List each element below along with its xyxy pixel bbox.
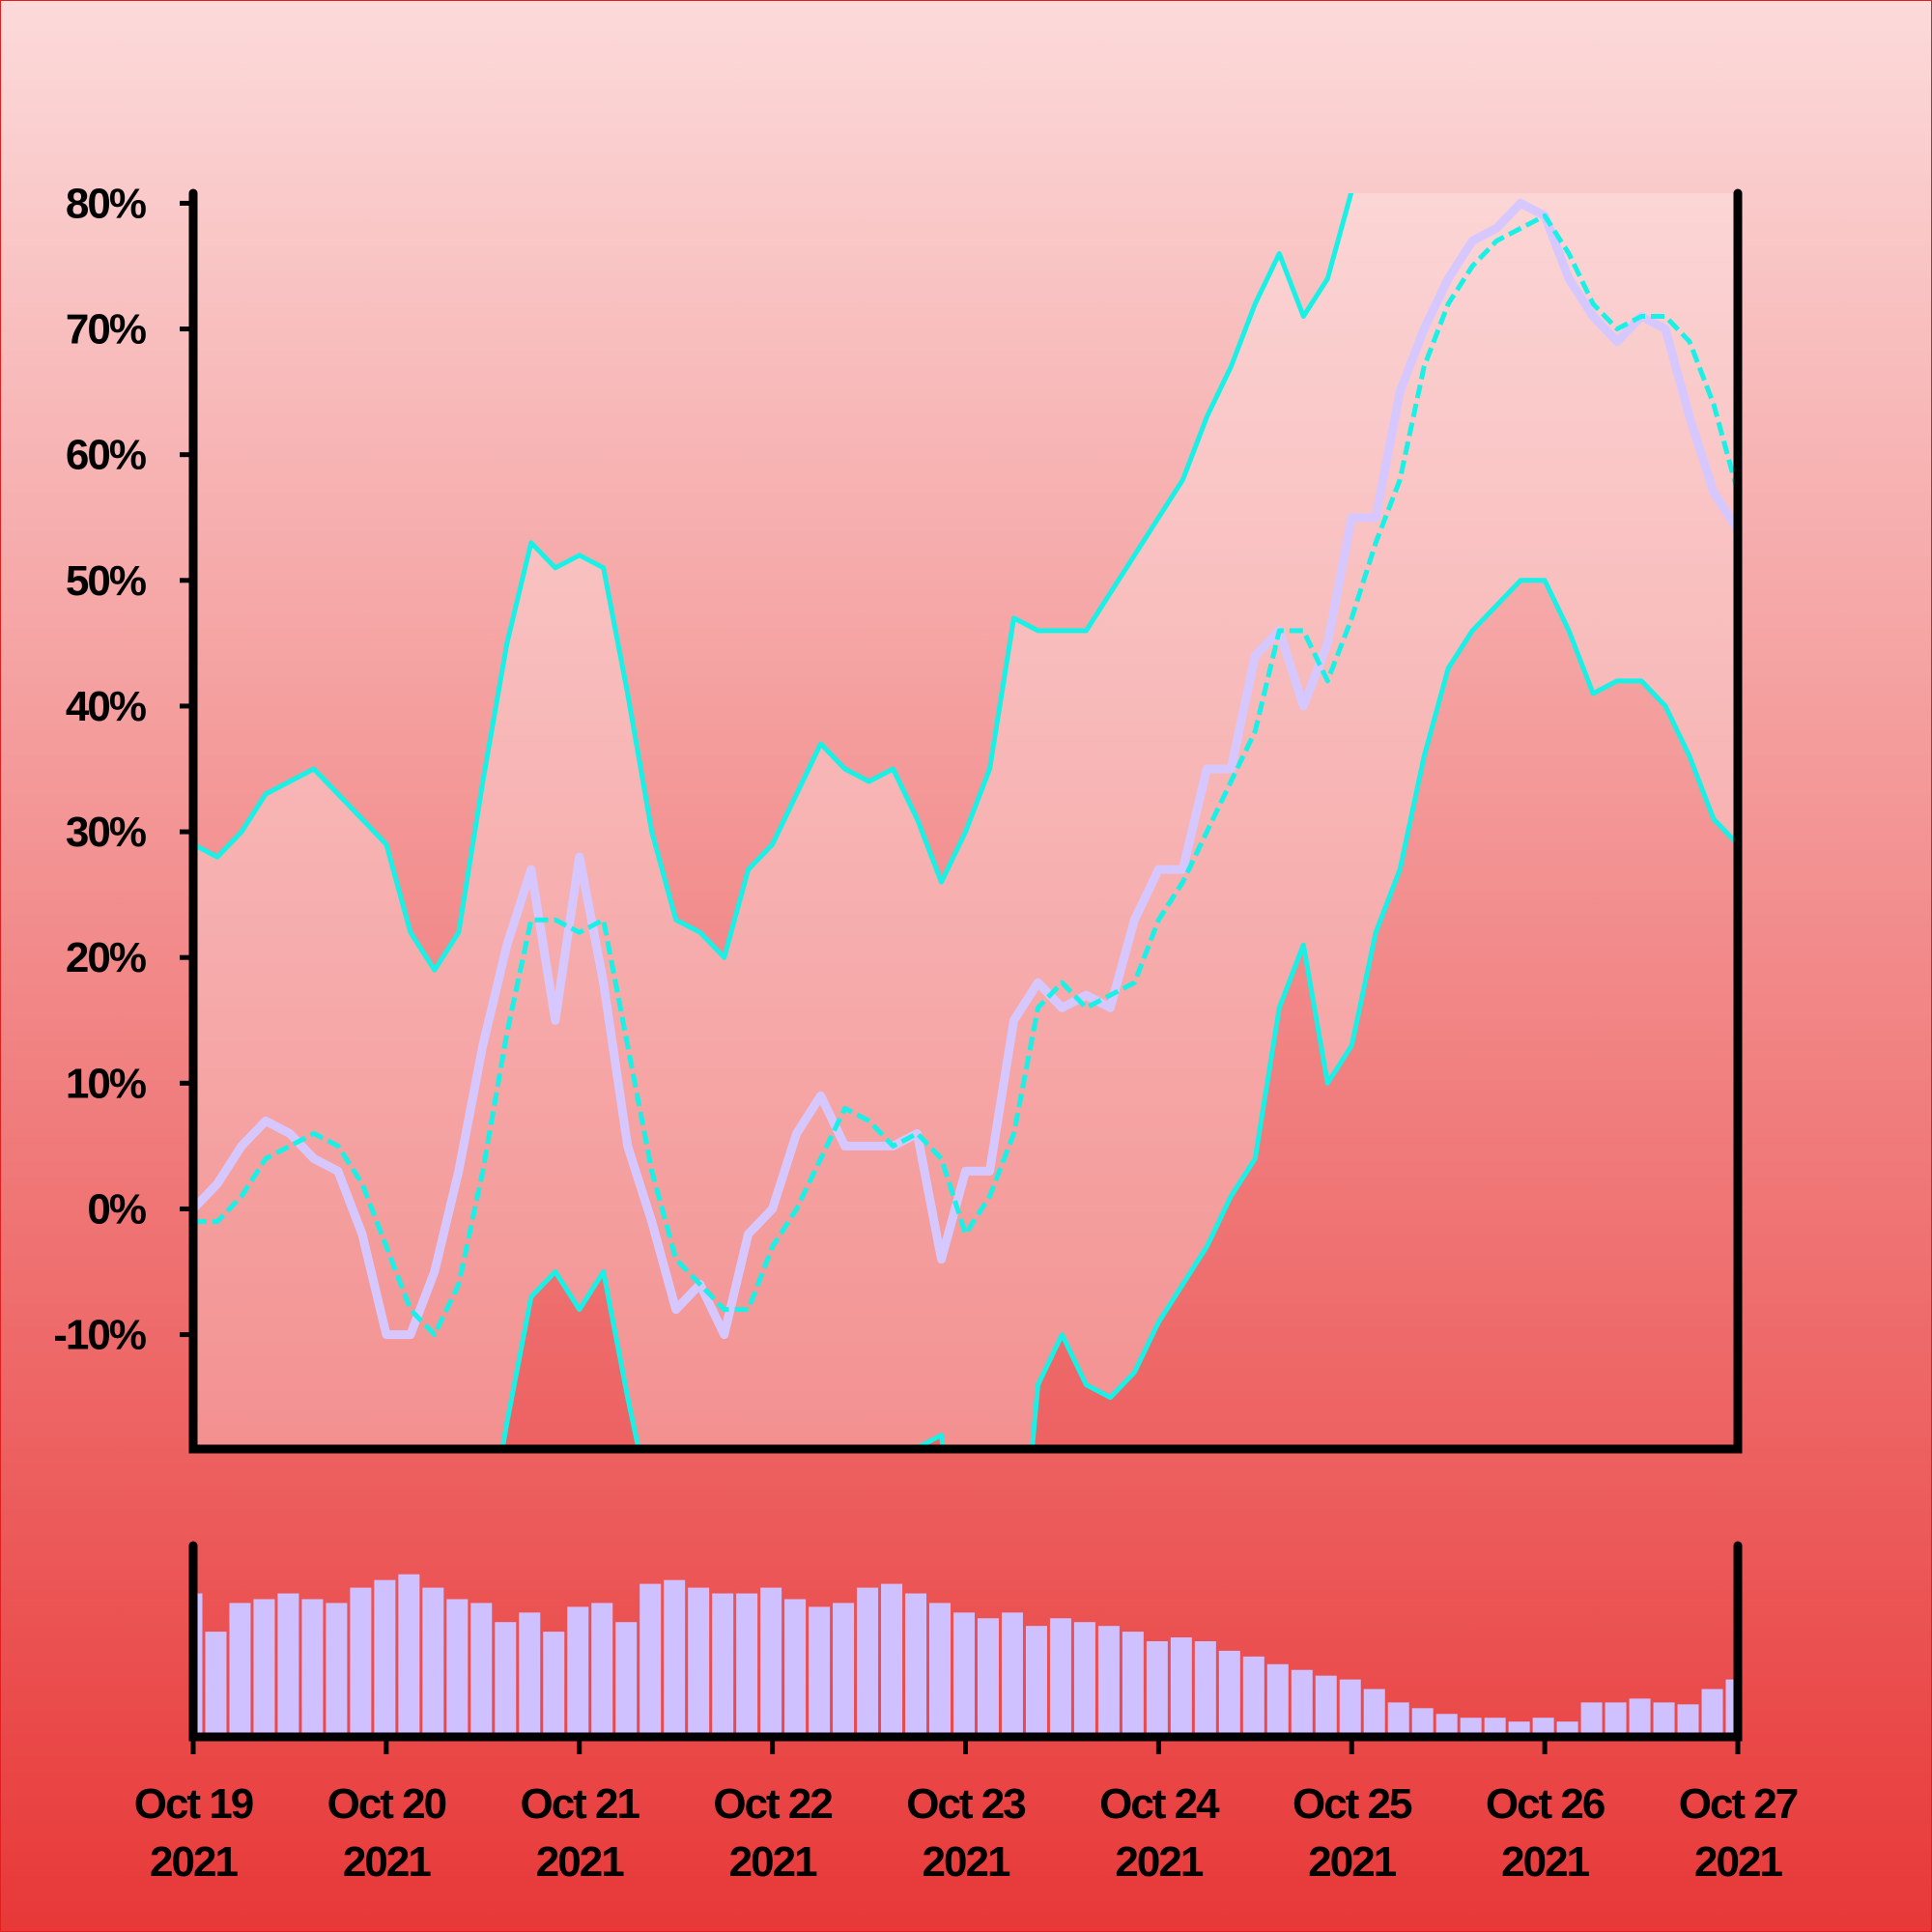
volume-bar [1435, 1714, 1458, 1737]
volume-bar [1242, 1656, 1264, 1737]
volume-bar [736, 1593, 758, 1737]
volume-bar [374, 1579, 396, 1737]
middle-band-line [193, 213, 1738, 1338]
volume-bar [1146, 1641, 1168, 1737]
y-tick-label: 70% [66, 306, 146, 354]
y-tick-label: 0% [87, 1185, 145, 1233]
x-tick-label: Oct 27 2021 [1679, 1780, 1798, 1886]
y-tick-label: -10% [53, 1312, 146, 1359]
x-tick-label: Oct 19 2021 [134, 1780, 253, 1886]
volume-bar [1460, 1718, 1482, 1737]
volume-bar [1218, 1650, 1240, 1737]
volume-bar [977, 1618, 999, 1737]
volume-bar [301, 1599, 324, 1737]
volume-bar [1001, 1612, 1023, 1737]
volume-bar [1411, 1708, 1434, 1737]
x-tick-label: Oct 21 2021 [520, 1780, 639, 1886]
volume-bar [205, 1632, 227, 1737]
x-tick-label: Oct 20 2021 [327, 1780, 446, 1886]
volume-bar [1315, 1675, 1337, 1737]
x-tick-label: Oct 24 2021 [1099, 1780, 1220, 1886]
volume-bar [1291, 1669, 1313, 1737]
volume-bar [639, 1583, 662, 1737]
plot-frame [188, 188, 1743, 1454]
volume-bar [519, 1612, 541, 1737]
volume-bar [350, 1587, 372, 1737]
y-tick-label: 10% [66, 1060, 146, 1107]
volume-bar [567, 1606, 589, 1737]
volume-bar [1677, 1704, 1699, 1737]
x-tick-label: Oct 26 2021 [1486, 1780, 1605, 1886]
volume-bar [326, 1603, 348, 1737]
x-tick-label: Oct 22 2021 [713, 1780, 832, 1886]
volume-bar [543, 1632, 565, 1737]
volume-bar [615, 1622, 638, 1737]
volume-bar [857, 1587, 879, 1737]
volume-bar [1025, 1626, 1047, 1737]
volume-bar [398, 1574, 420, 1737]
volume-bar [495, 1622, 517, 1737]
band-fill [193, 193, 1738, 1449]
volume-bar [881, 1583, 903, 1737]
volume-bar [784, 1599, 807, 1737]
axes: -10% 0% 10% 20% 30% 40% 50% 60% 70% 80% Oct 19 2021… [53, 180, 1800, 1886]
volume-bar [277, 1593, 299, 1737]
volume-bar [1339, 1679, 1361, 1737]
volume-bar [809, 1606, 831, 1737]
volume-bar [1073, 1622, 1095, 1737]
volume-bar [229, 1603, 251, 1737]
volume-bar [1580, 1702, 1603, 1737]
volume-bar [1266, 1663, 1289, 1737]
volume-bar [1484, 1718, 1506, 1737]
volume-bar [470, 1603, 493, 1737]
volume-bar [1387, 1702, 1409, 1737]
volume-bar [1725, 1679, 1735, 1737]
volume-bar [1122, 1632, 1144, 1737]
price-line [193, 198, 1738, 1340]
y-tick-label: 40% [66, 683, 146, 730]
y-tick-label: 50% [66, 557, 146, 605]
volume-bar [422, 1587, 444, 1737]
volume-bar [1653, 1702, 1675, 1737]
volume-bar [1532, 1718, 1554, 1737]
volume-bar [1605, 1702, 1627, 1737]
volume-bar [929, 1603, 952, 1737]
volume-bar [833, 1603, 855, 1737]
band-line [499, 578, 1738, 1449]
y-tick-label: 30% [66, 809, 146, 856]
y-tick-label: 20% [66, 934, 146, 981]
x-tick-label: Oct 25 2021 [1293, 1780, 1412, 1886]
volume-bar [1363, 1689, 1385, 1737]
volume-bar [253, 1599, 275, 1737]
volume-frame [188, 1541, 1743, 1742]
volume-bar [1097, 1626, 1120, 1737]
volume-bar [712, 1593, 734, 1737]
band-line [193, 193, 1354, 973]
plot-area [193, 193, 1738, 1449]
volume-bar [1049, 1618, 1071, 1737]
volume-bar [760, 1587, 782, 1737]
volume-bar [193, 1593, 203, 1737]
volume-bar [1194, 1641, 1216, 1737]
volume-bar [953, 1612, 975, 1737]
volume-bar [446, 1599, 469, 1737]
y-tick-label: 80% [66, 180, 146, 227]
volume-bar [1701, 1689, 1723, 1737]
volume-bar [905, 1593, 927, 1737]
volume-bar [1629, 1698, 1651, 1737]
volume-bar [664, 1579, 686, 1737]
x-tick-label: Oct 23 2021 [906, 1780, 1025, 1886]
volume-bar [591, 1603, 613, 1737]
volume-bar [1170, 1637, 1192, 1737]
y-tick-label: 60% [66, 432, 146, 479]
volume-bar [688, 1587, 710, 1737]
